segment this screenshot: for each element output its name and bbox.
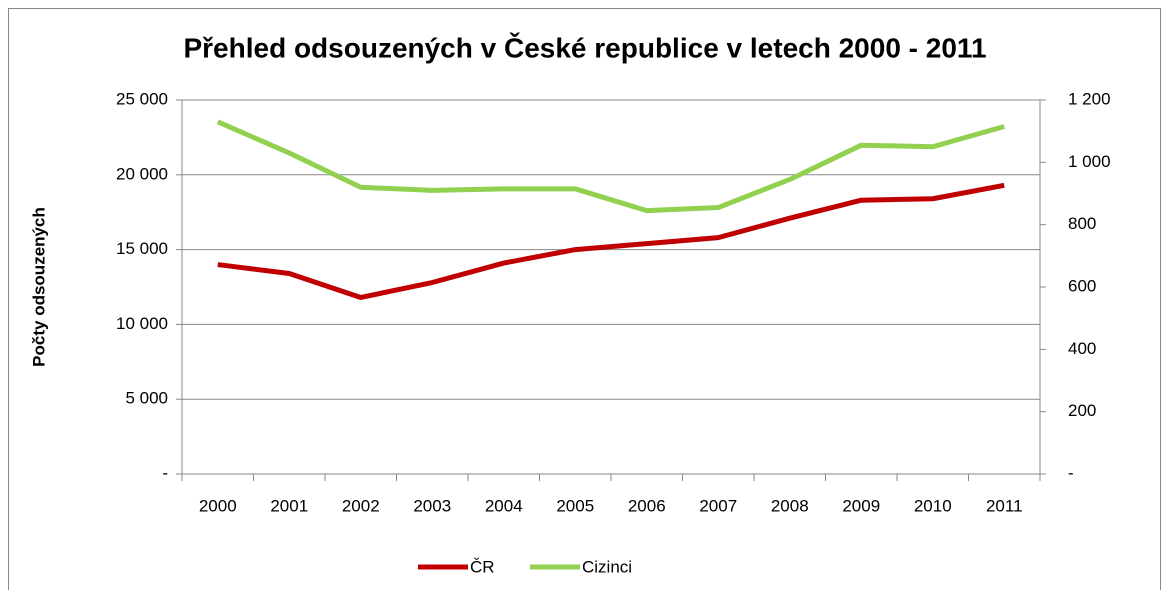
y2-tick-label: 600 [1068, 276, 1096, 295]
y-tick-label: 25 000 [116, 89, 168, 108]
x-tick-label: 2003 [413, 496, 451, 515]
y-axis-title: Počty odsouzených [29, 207, 48, 367]
x-tick-label: 2009 [842, 496, 880, 515]
x-tick-label: 2008 [771, 496, 809, 515]
y2-tick-label: 1 000 [1068, 152, 1111, 171]
y2-tick-label: - [1068, 463, 1074, 482]
x-tick-label: 2000 [199, 496, 237, 515]
x-tick-label: 2001 [270, 496, 308, 515]
x-tick-label: 2011 [986, 496, 1023, 515]
chart-title: Přehled odsouzených v České republice v … [183, 31, 986, 63]
y-tick-label: 15 000 [116, 239, 168, 258]
chart-frame [8, 8, 1161, 590]
series-line [217, 182, 1005, 300]
y-tick-label: 20 000 [116, 164, 168, 183]
y2-tick-label: 400 [1068, 339, 1096, 358]
legend-label: Cizinci [582, 557, 632, 576]
x-tick-label: 2007 [699, 496, 737, 515]
y2-tick-label: 1 200 [1068, 89, 1111, 108]
x-tick-label: 2006 [628, 496, 666, 515]
x-tick-label: 2002 [342, 496, 380, 515]
y-tick-label: 5 000 [125, 389, 168, 408]
x-tick-label: 2004 [485, 496, 523, 515]
series-line [216, 119, 1005, 214]
y2-tick-label: 800 [1068, 214, 1096, 233]
legend-label: ČR [470, 557, 495, 576]
x-tick-label: 2005 [556, 496, 594, 515]
x-tick-label: 2010 [914, 496, 952, 515]
y-tick-label: 10 000 [116, 314, 168, 333]
y-tick-label: - [162, 463, 168, 482]
y2-tick-label: 200 [1068, 401, 1096, 420]
